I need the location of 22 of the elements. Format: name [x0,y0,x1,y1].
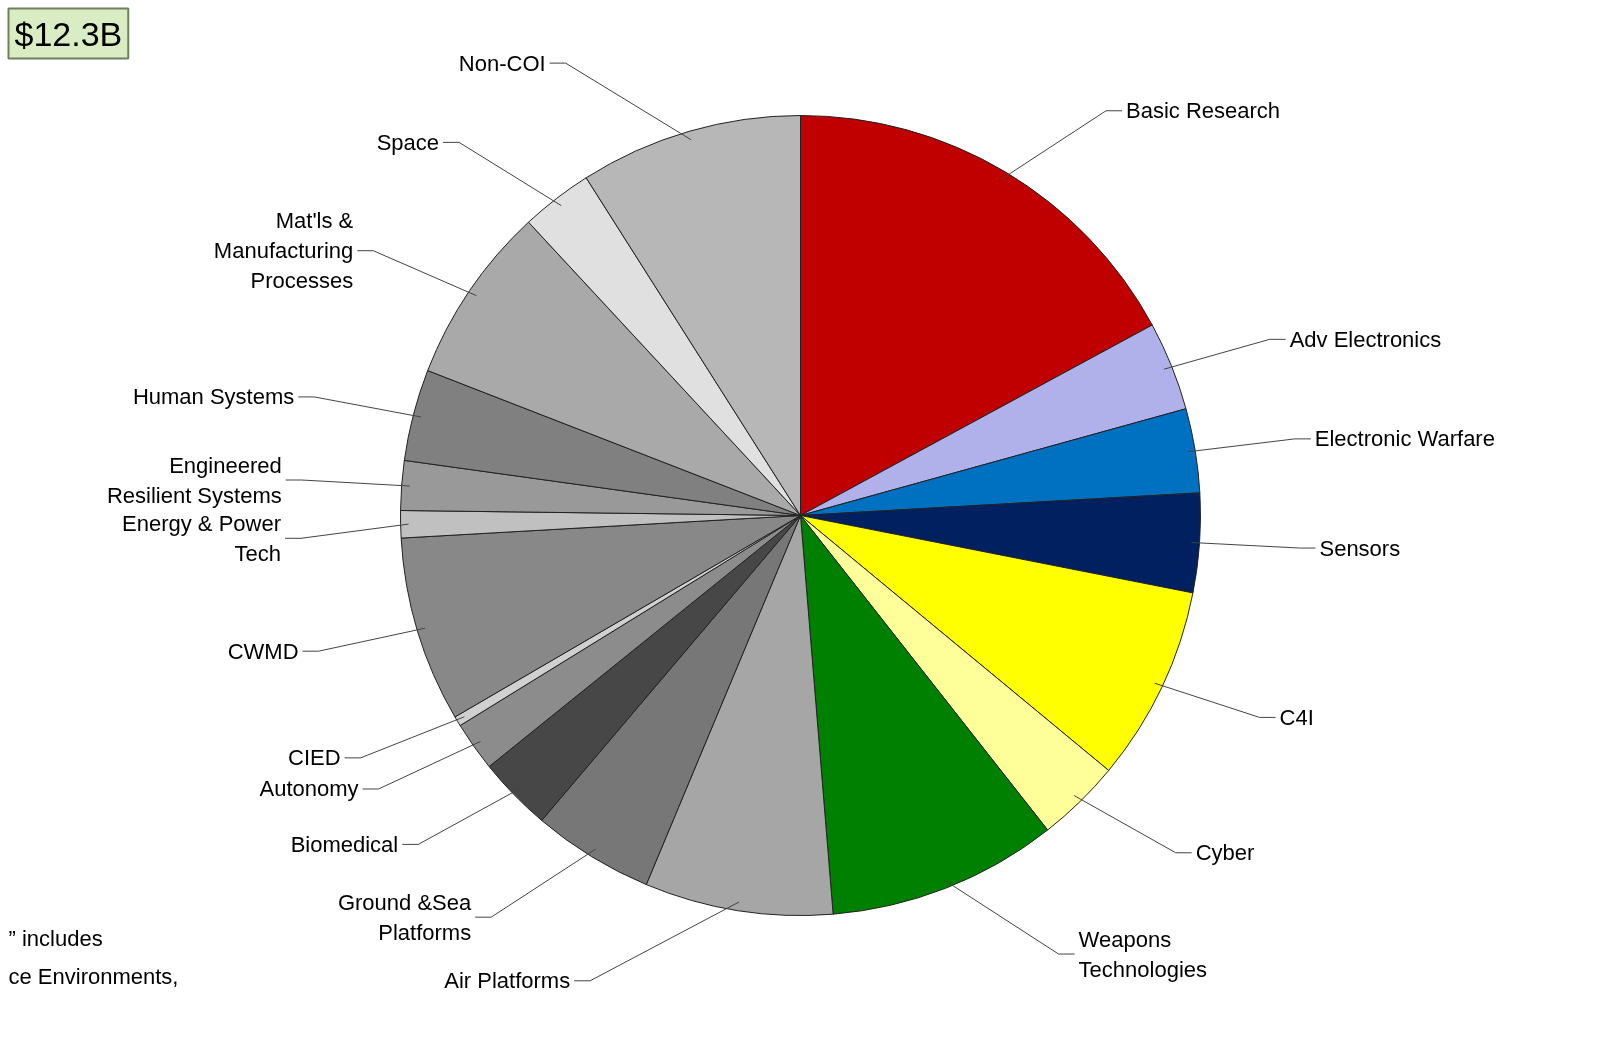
slice-label: C4I [1279,704,1314,730]
slice-label: Space [376,129,440,155]
text: ” includes [8,925,103,951]
slice-label: Basic Research [1126,98,1281,124]
slice-label: Ground &Sea Platforms [337,889,472,945]
text: ce Environments, [8,963,179,989]
slice-label: CWMD [227,638,299,664]
slice-label: Autonomy [259,776,359,802]
slice-label: Cyber [1195,840,1255,866]
slice-label: Energy & Power Tech [122,510,282,566]
slice-label: Biomedical [290,831,399,857]
slice-label: Non-COI [458,50,546,76]
slice-label: Sensors [1319,535,1401,561]
slice-label: Electronic Warfare [1314,426,1495,452]
slice-label: CIED [288,745,341,771]
slice-label: Engineered Resilient Systems [106,452,282,508]
slice-label: Weapons Technologies [1078,926,1208,982]
slice-label: Mat'ls & Manufacturing Processes [213,208,354,294]
slice-label: Air Platforms [444,968,571,994]
slice-label: Human Systems [132,384,295,410]
slice-label: Adv Electronics [1289,326,1442,352]
text: $12.3B [14,14,123,53]
